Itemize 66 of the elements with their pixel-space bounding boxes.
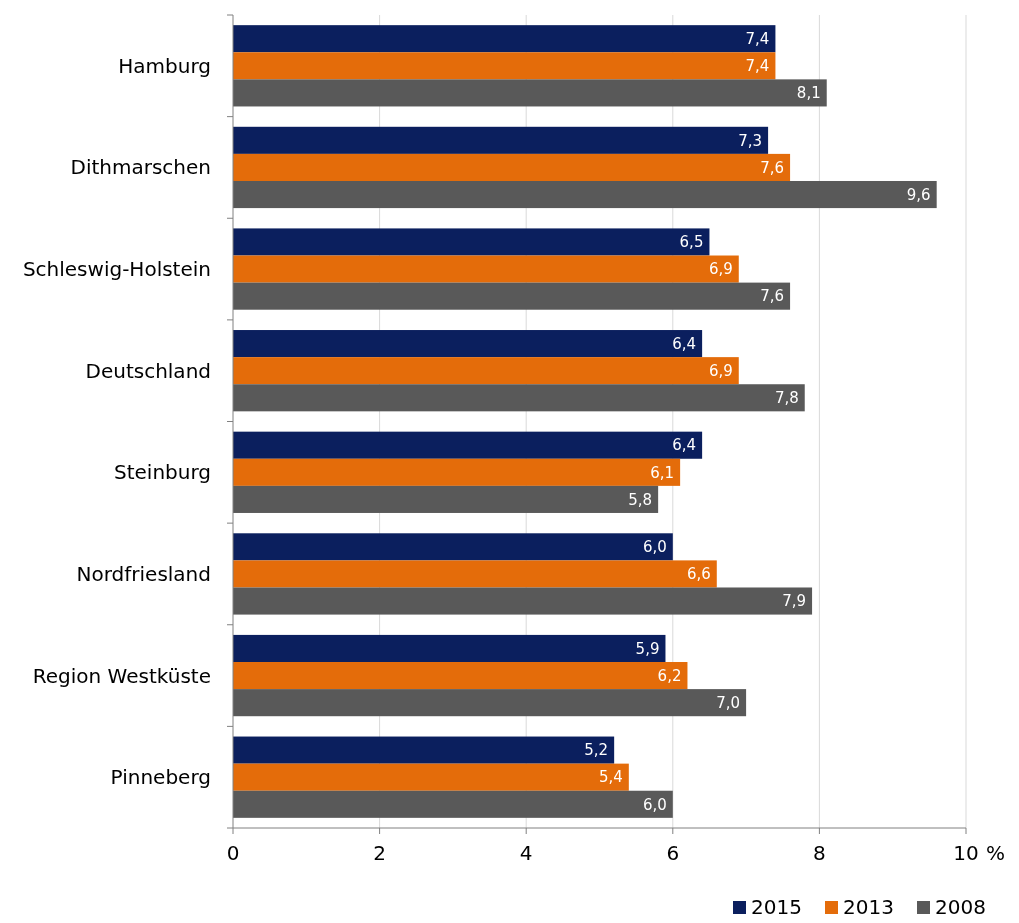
data-label: 5,9: [635, 639, 660, 658]
bar: [233, 662, 688, 690]
x-tick-label: 6: [666, 841, 680, 865]
bar: [233, 79, 827, 107]
y-tick-label: Region Westküste: [32, 663, 211, 688]
bar: [233, 485, 659, 513]
y-tick-label: Steinburg: [113, 460, 211, 485]
y-tick-label: Deutschland: [85, 358, 211, 383]
data-label: 8,1: [796, 84, 821, 103]
data-label: 5,8: [628, 490, 653, 509]
data-label: 7,3: [738, 131, 763, 150]
data-label: 6,2: [657, 666, 682, 685]
data-label: 6,9: [708, 361, 733, 380]
bar: [233, 458, 681, 486]
bar: [233, 180, 937, 209]
bar: [233, 431, 703, 459]
x-tick-label: 10: [953, 841, 979, 865]
data-label: 5,2: [584, 741, 609, 760]
data-label: 7,8: [774, 389, 799, 408]
data-label: 6,0: [642, 795, 667, 814]
x-axis-title: %: [986, 841, 1006, 865]
bar: [233, 330, 703, 358]
data-label: 6,1: [650, 463, 675, 482]
x-tick-label: 4: [519, 841, 533, 865]
x-tick-label: 8: [813, 841, 826, 865]
bar: [233, 25, 776, 53]
bar: [233, 634, 666, 663]
x-tick-label: 2: [373, 841, 386, 865]
bar: [233, 689, 747, 717]
data-label: 7,4: [745, 57, 770, 76]
y-tick-label: Dithmarschen: [70, 155, 211, 180]
bar: [233, 228, 710, 256]
data-label: 7,4: [745, 29, 770, 48]
bar: [233, 282, 791, 310]
bar: [233, 52, 776, 80]
bar: [233, 126, 769, 154]
x-tick-label: 0: [226, 841, 240, 865]
bar: [233, 763, 629, 791]
bar: [233, 533, 673, 561]
bar: [233, 790, 673, 818]
data-label: 6,4: [672, 334, 697, 353]
data-label: 7,9: [782, 592, 807, 611]
bar: [233, 153, 791, 181]
data-label: 6,6: [686, 565, 711, 584]
legend-label: 2008: [935, 895, 986, 919]
bar: [233, 384, 805, 412]
bar: [233, 357, 739, 385]
y-tick-label: Nordfriesland: [76, 561, 211, 586]
bar: [233, 560, 717, 588]
bar: [233, 255, 739, 283]
data-label: 7,6: [760, 158, 785, 177]
data-label: 9,6: [906, 185, 931, 204]
y-tick-label: Pinneberg: [110, 765, 211, 790]
y-tick-label: Schleswig-Holstein: [22, 257, 211, 282]
bar: [233, 736, 615, 764]
data-label: 7,0: [716, 693, 741, 712]
legend-label: 2013: [843, 895, 894, 919]
data-label: 6,9: [708, 260, 733, 279]
legend-label: 2015: [751, 895, 802, 919]
data-label: 5,4: [598, 768, 623, 787]
data-label: 6,4: [672, 436, 697, 455]
data-label: 7,6: [760, 287, 785, 306]
bar: [233, 587, 813, 615]
data-label: 6,5: [679, 233, 704, 252]
data-label: 6,0: [642, 538, 667, 557]
y-tick-label: Hamburg: [118, 53, 211, 78]
